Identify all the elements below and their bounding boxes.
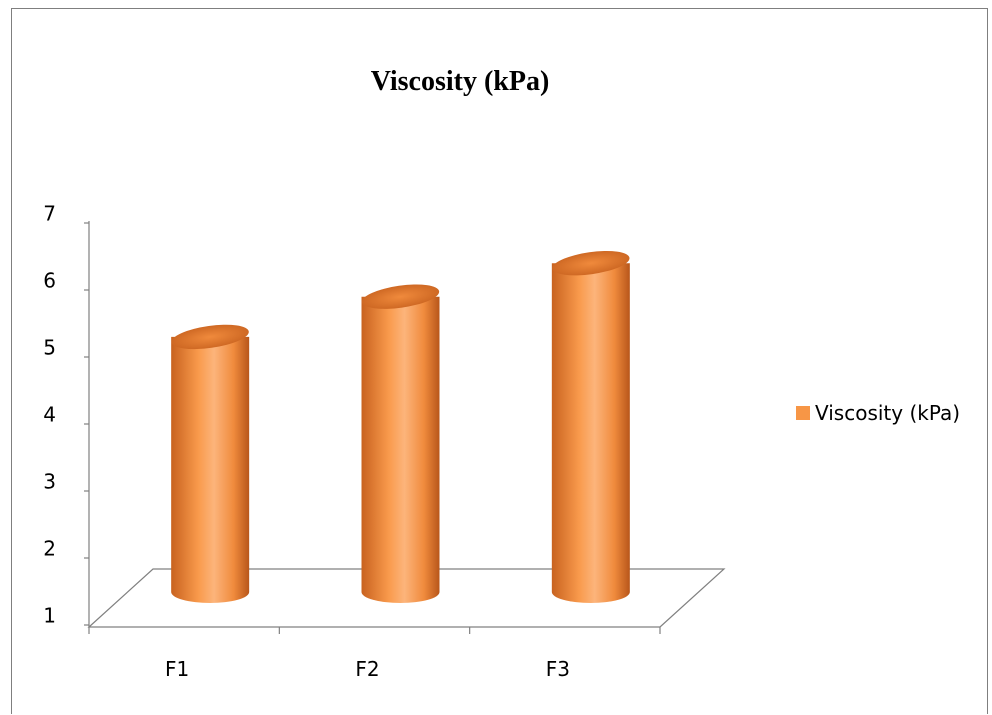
bar-F1 (171, 324, 250, 603)
y-tick-label: 5 (43, 336, 56, 360)
y-tick-label: 6 (43, 269, 56, 293)
bar-F3 (551, 251, 630, 603)
y-tick-label: 2 (43, 537, 56, 561)
legend-swatch (796, 406, 810, 420)
bar-top (552, 251, 630, 276)
x-axis: F1 F2 F3 (88, 627, 661, 681)
y-tick-label: 3 (43, 470, 56, 494)
y-axis: 1 2 3 4 5 6 7 (43, 202, 89, 628)
chart-frame (11, 8, 988, 714)
bars (171, 251, 630, 603)
legend-label: Viscosity (kPa) (815, 401, 960, 425)
bar-body (361, 296, 440, 603)
bar-top (171, 324, 249, 350)
bar-F2 (361, 284, 440, 603)
y-tick-label: 1 (43, 604, 56, 628)
y-tick-label: 4 (43, 403, 56, 427)
bar-top (361, 284, 440, 309)
chart-title: Viscosity (kPa) (371, 66, 550, 97)
bar-body (551, 263, 630, 603)
bar-body (171, 336, 250, 603)
x-tick-label: F2 (355, 657, 379, 681)
legend: Viscosity (kPa) (796, 401, 960, 425)
y-tick-label: 7 (43, 202, 56, 226)
x-tick-label: F1 (165, 657, 189, 681)
x-tick-label: F3 (546, 657, 570, 681)
